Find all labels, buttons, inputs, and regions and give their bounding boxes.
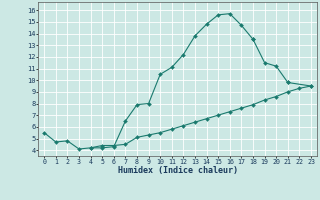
X-axis label: Humidex (Indice chaleur): Humidex (Indice chaleur): [118, 166, 238, 175]
